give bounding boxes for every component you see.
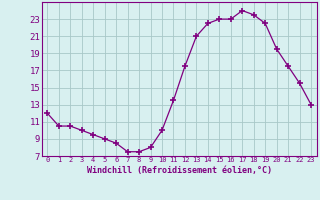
X-axis label: Windchill (Refroidissement éolien,°C): Windchill (Refroidissement éolien,°C) — [87, 166, 272, 175]
